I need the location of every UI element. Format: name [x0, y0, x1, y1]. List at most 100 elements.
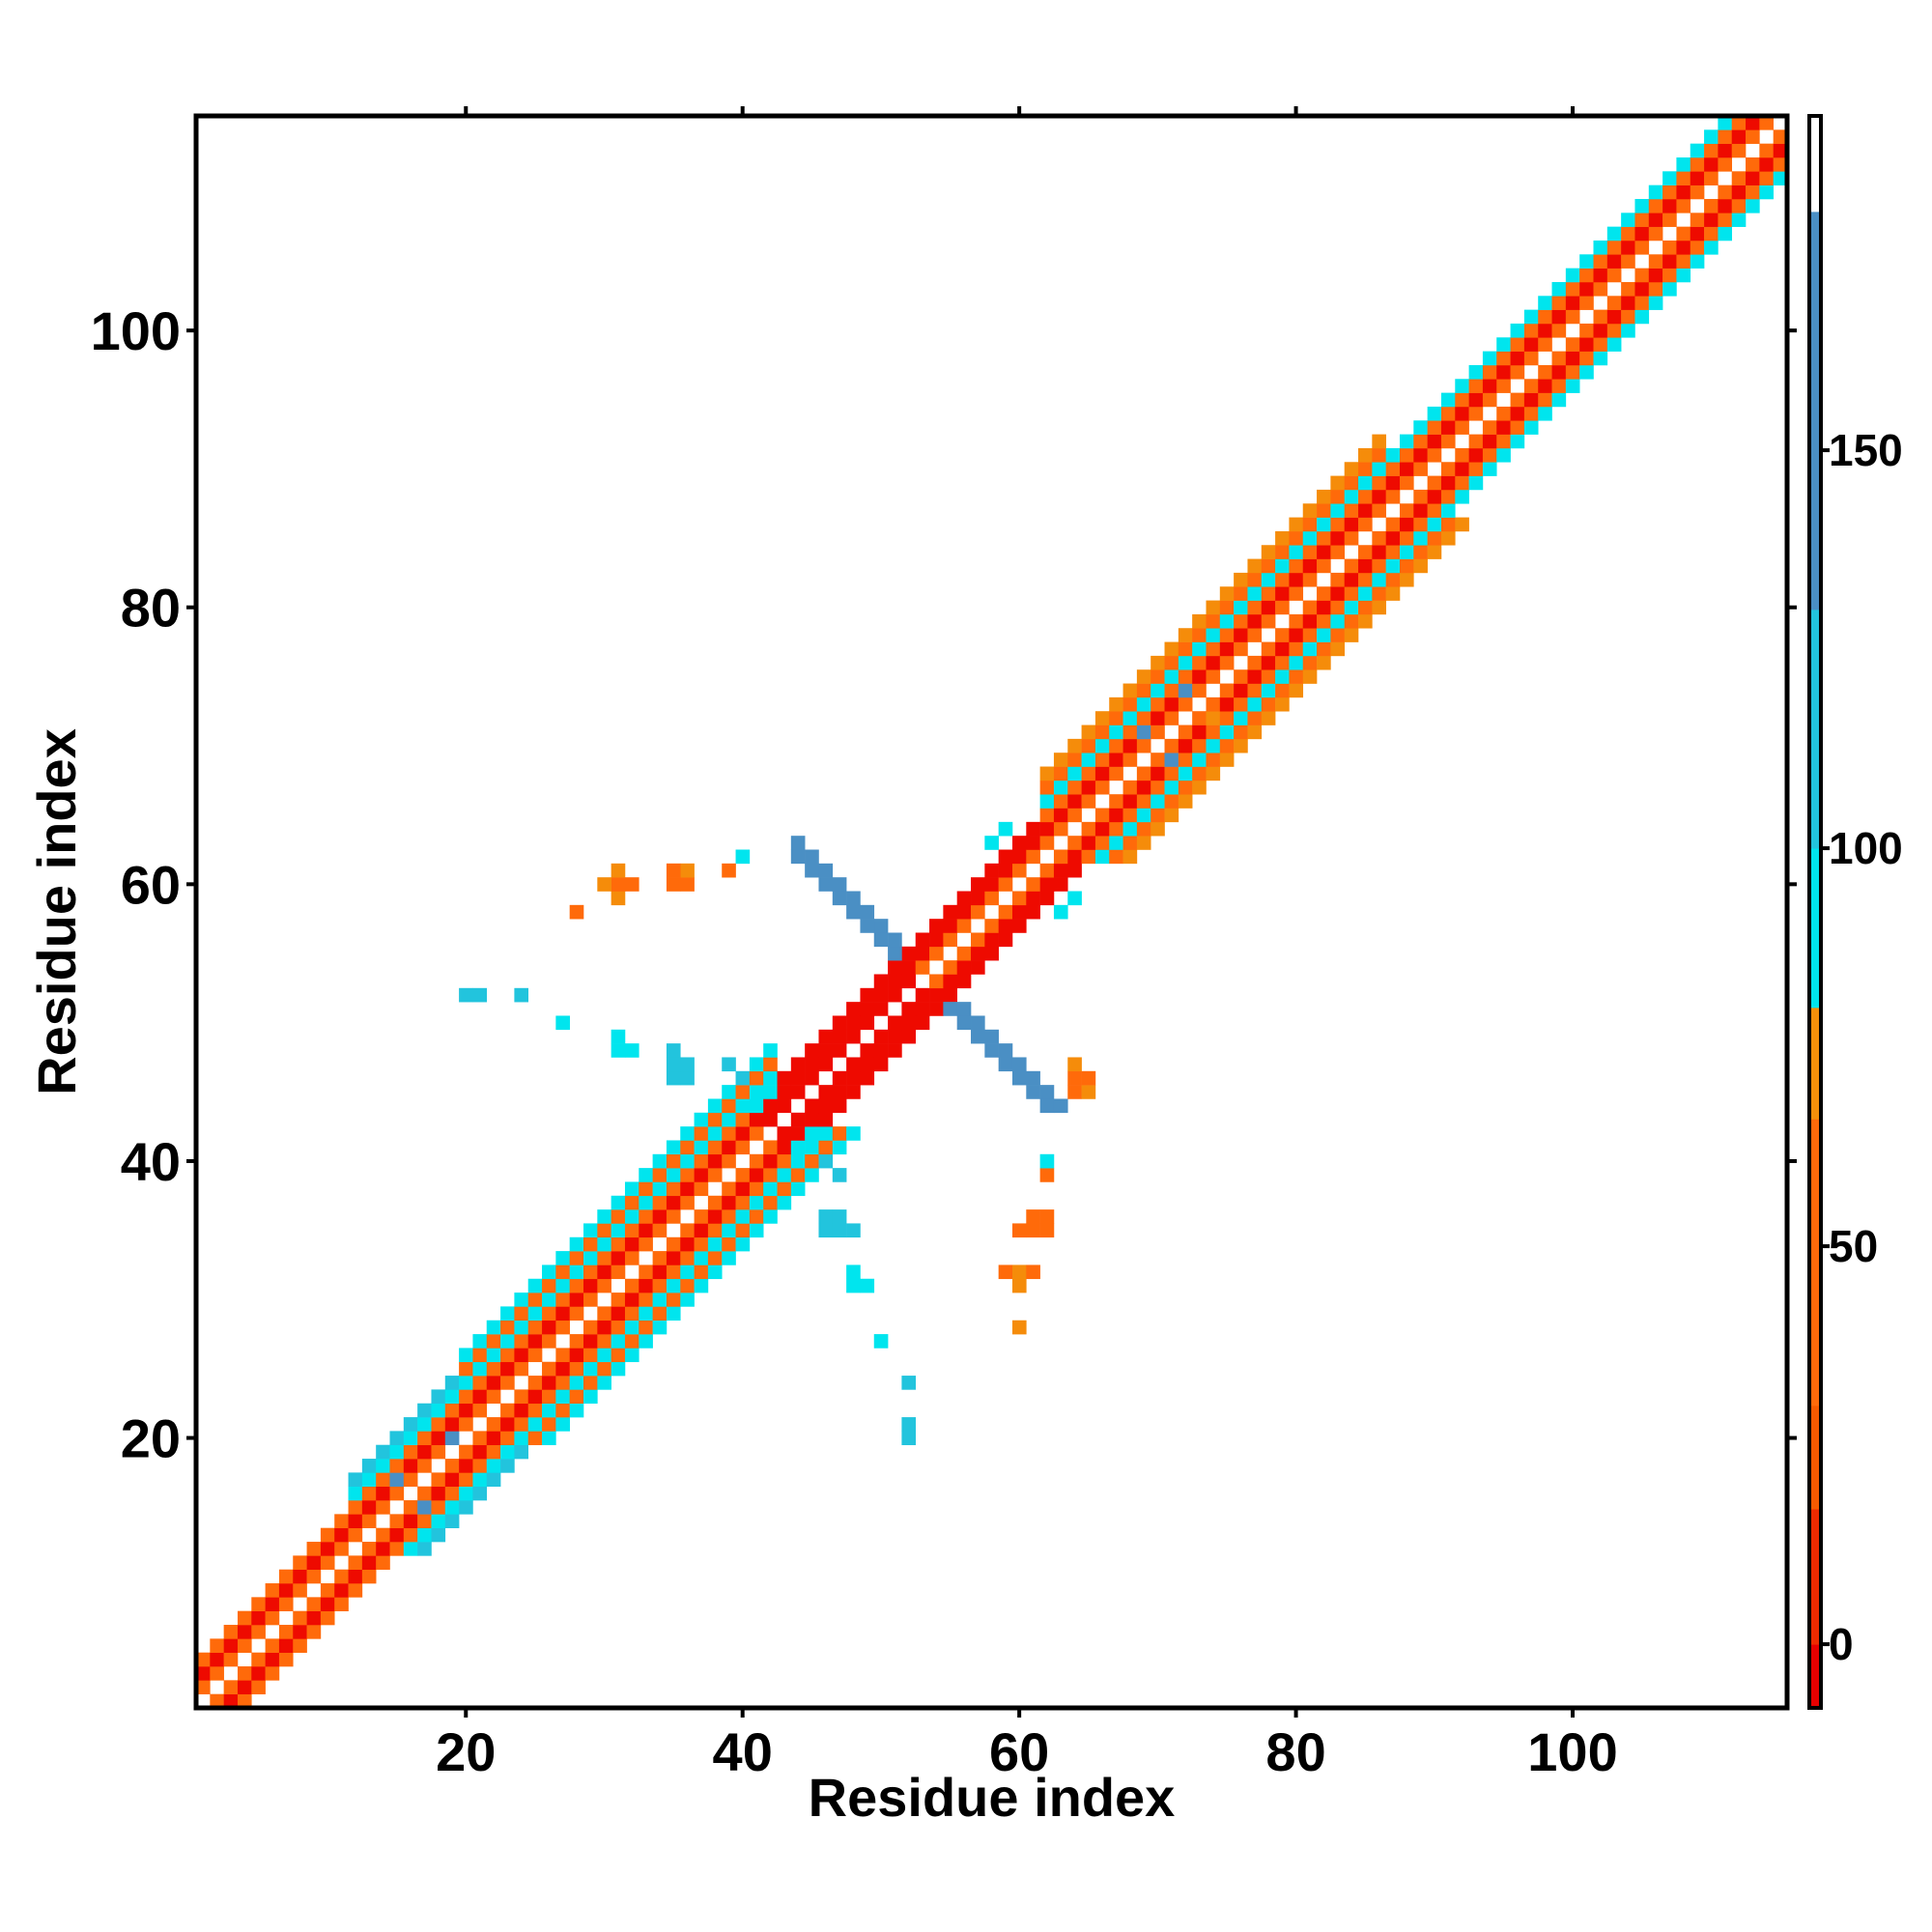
heatmap-cell — [431, 1403, 446, 1418]
heatmap-cell — [611, 1209, 626, 1224]
heatmap-cell — [1455, 517, 1469, 532]
heatmap-cell — [1151, 696, 1165, 712]
heatmap-cell — [542, 1293, 556, 1307]
heatmap-cell — [735, 1070, 751, 1086]
colorbar-segment — [1809, 1405, 1821, 1510]
heatmap-cell — [707, 1112, 723, 1127]
heatmap-cell — [306, 1542, 322, 1556]
heatmap-cell — [1593, 254, 1608, 269]
heatmap-cell — [1206, 655, 1221, 670]
heatmap-cell — [707, 1236, 723, 1252]
heatmap-cell — [873, 1057, 889, 1072]
x-tick-label: 40 — [713, 1721, 773, 1782]
heatmap-cell — [1302, 517, 1318, 532]
heatmap-cell — [569, 1376, 584, 1390]
y-tick-label: 100 — [91, 300, 181, 361]
heatmap-cell — [1053, 808, 1068, 823]
heatmap-cell — [1372, 475, 1386, 491]
heatmap-cell — [1317, 503, 1331, 518]
heatmap-cell — [1413, 462, 1428, 476]
heatmap-cell — [639, 1278, 653, 1293]
heatmap-cell — [1109, 738, 1123, 753]
heatmap-cell — [680, 1168, 695, 1182]
heatmap-cell — [1523, 420, 1539, 435]
heatmap-cell — [486, 1431, 501, 1446]
heatmap-cell — [1234, 724, 1248, 740]
heatmap-cell — [1275, 696, 1290, 712]
heatmap-cell — [1579, 281, 1594, 297]
heatmap-cell — [749, 1195, 764, 1210]
heatmap-cell — [1136, 836, 1151, 850]
heatmap-cell — [1289, 572, 1304, 587]
heatmap-cell — [1676, 156, 1691, 172]
heatmap-cell — [929, 1002, 944, 1016]
heatmap-cell — [334, 1527, 349, 1543]
heatmap-cell — [1621, 240, 1635, 255]
y-tick-label: 60 — [121, 854, 181, 915]
heatmap-cell — [1026, 1264, 1040, 1280]
heatmap-cell — [707, 1251, 723, 1265]
heatmap-cell — [472, 1472, 488, 1488]
heatmap-cell — [1482, 447, 1497, 463]
heatmap-cell — [1427, 475, 1442, 491]
heatmap-cell — [555, 1376, 570, 1390]
heatmap-cell — [1634, 240, 1650, 255]
heatmap-cell — [361, 1569, 377, 1584]
heatmap-cell — [1565, 351, 1580, 366]
heatmap-cell — [1468, 462, 1484, 476]
heatmap-cell — [555, 1015, 570, 1031]
heatmap-cell — [389, 1431, 405, 1446]
heatmap-cell — [1136, 766, 1151, 781]
heatmap-cell — [1718, 185, 1733, 200]
heatmap-cell — [403, 1472, 418, 1488]
heatmap-cell — [611, 1293, 626, 1307]
heatmap-cell — [1317, 586, 1331, 601]
heatmap-cell — [1247, 655, 1263, 670]
heatmap-cell — [1496, 337, 1511, 352]
heatmap-cell — [1496, 406, 1511, 421]
heatmap-cell — [790, 1057, 806, 1072]
colorbar-segment — [1809, 1509, 1821, 1645]
heatmap-cell — [1219, 711, 1235, 725]
heatmap-cell — [1593, 337, 1608, 352]
heatmap-cell — [1648, 268, 1663, 283]
heatmap-cell — [873, 1334, 889, 1349]
heatmap-cell — [251, 1680, 266, 1694]
heatmap-cell — [1234, 600, 1248, 615]
heatmap-cell — [805, 1112, 819, 1127]
heatmap-cell — [265, 1610, 280, 1626]
heatmap-cell — [1648, 198, 1663, 213]
heatmap-cell — [1648, 254, 1663, 269]
heatmap-cell — [956, 904, 972, 920]
heatmap-cell — [1109, 808, 1123, 823]
heatmap-cell — [1606, 323, 1622, 338]
heatmap-cell — [251, 1652, 266, 1667]
heatmap-cell — [680, 1181, 695, 1197]
heatmap-cell — [459, 987, 473, 1003]
heatmap-cell — [542, 1389, 556, 1405]
heatmap-cell — [1718, 129, 1733, 144]
heatmap-cell — [777, 1070, 792, 1086]
heatmap-cell — [597, 1264, 611, 1280]
heatmap-cell — [361, 1486, 377, 1501]
heatmap-cell — [1164, 655, 1179, 670]
heatmap-cell — [1302, 641, 1318, 657]
heatmap-cell — [1385, 475, 1401, 491]
heatmap-cell — [1690, 254, 1705, 269]
heatmap-cell — [472, 1376, 488, 1390]
heatmap-cell — [777, 1126, 792, 1141]
heatmap-cell — [1413, 558, 1428, 574]
heatmap-cell — [984, 877, 999, 892]
heatmap-cell — [1413, 489, 1428, 504]
heatmap-cell — [832, 1070, 847, 1086]
heatmap-cell — [722, 1057, 736, 1072]
heatmap-cell — [722, 1085, 736, 1099]
heatmap-cell — [652, 1320, 668, 1335]
heatmap-cell — [1427, 447, 1442, 463]
heatmap-cell — [569, 1348, 584, 1363]
heatmap-cell — [1081, 849, 1096, 865]
heatmap-cell — [265, 1638, 280, 1653]
heatmap-cell — [1317, 600, 1331, 615]
heatmap-cell — [1302, 545, 1318, 559]
heatmap-cell — [666, 1057, 681, 1072]
